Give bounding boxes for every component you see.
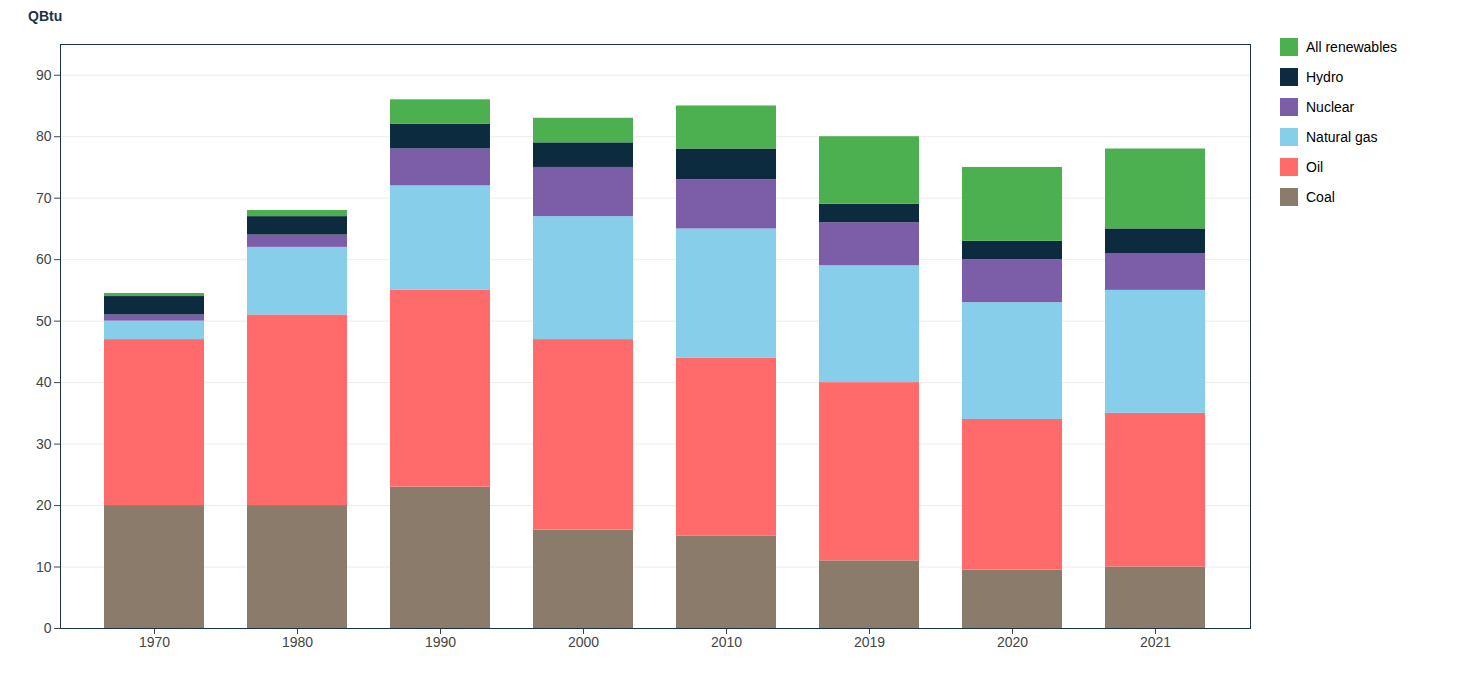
svg-text:80: 80: [36, 128, 52, 144]
svg-text:1970: 1970: [139, 634, 170, 650]
svg-text:2020: 2020: [997, 634, 1028, 650]
svg-text:2021: 2021: [1140, 634, 1171, 650]
svg-text:0: 0: [44, 620, 52, 636]
svg-text:1990: 1990: [425, 634, 456, 650]
svg-text:40: 40: [36, 374, 52, 390]
html-text:Natural gas: Natural gas: [1306, 129, 1378, 145]
html-text:Hydro: Hydro: [1306, 69, 1344, 85]
svg-text:30: 30: [36, 436, 52, 452]
html-text:QBtu: QBtu: [28, 8, 63, 24]
svg-text:1980: 1980: [282, 634, 313, 650]
svg-text:60: 60: [36, 251, 52, 267]
svg-text:20: 20: [36, 497, 52, 513]
svg-text:2000: 2000: [568, 634, 599, 650]
html-text:All renewables: All renewables: [1306, 39, 1398, 55]
html-text:Nuclear: Nuclear: [1306, 99, 1355, 115]
html-text:Oil: Oil: [1306, 159, 1324, 175]
svg-text:50: 50: [36, 313, 52, 329]
svg-text:10: 10: [36, 559, 52, 575]
svg-text:2019: 2019: [854, 634, 885, 650]
svg-text:90: 90: [36, 67, 52, 83]
html-text:Coal: Coal: [1306, 189, 1335, 205]
svg-text:2010: 2010: [711, 634, 742, 650]
svg-text:70: 70: [36, 190, 52, 206]
